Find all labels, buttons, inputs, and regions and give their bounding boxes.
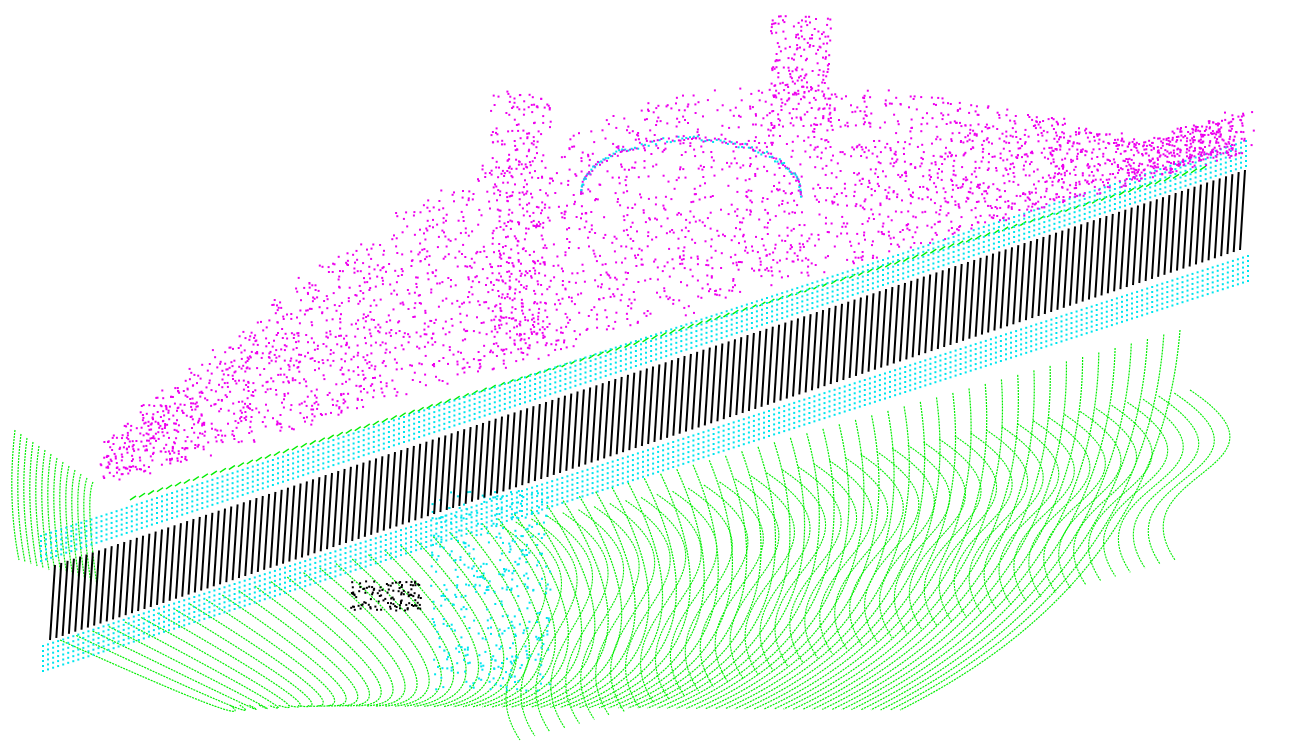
road-edge-points-layer (40, 140, 1249, 692)
road-scanlines-layer (49, 169, 1246, 641)
ground-points-layer (11, 165, 1231, 741)
vegetation-points-layer (99, 15, 1255, 481)
